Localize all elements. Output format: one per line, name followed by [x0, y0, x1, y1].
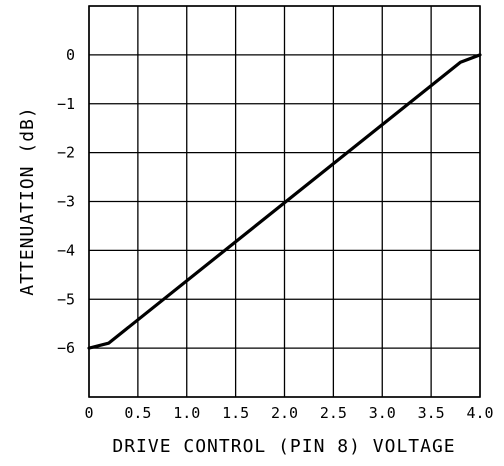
x-tick-label: 1.0 — [173, 404, 200, 422]
x-tick-labels: 0 0.5 1.0 1.5 2.0 2.5 3.0 3.5 4.0 — [84, 404, 493, 422]
y-tick-label: 0 — [66, 46, 75, 64]
y-tick-label: −2 — [57, 144, 75, 162]
plot-frame — [88, 5, 481, 398]
y-tick-label: −5 — [57, 290, 75, 308]
series-group — [87, 53, 482, 350]
x-tick-label: 4.0 — [466, 404, 493, 422]
x-axis-title: DRIVE CONTROL (PIN 8) VOLTAGE — [112, 436, 455, 457]
x-tick-label: 2.5 — [320, 404, 347, 422]
y-tick-label: −3 — [57, 193, 75, 211]
x-tick-label: 0 — [84, 404, 93, 422]
x-tick-label: 2.0 — [271, 404, 298, 422]
x-tick-label: 3.0 — [369, 404, 396, 422]
series-line-0 — [87, 53, 482, 350]
y-tick-labels: 0 −1 −2 −3 −4 −5 −6 — [57, 46, 75, 357]
y-axis-title: ATTENUATION (dB) — [17, 106, 38, 295]
x-tick-label: 0.5 — [124, 404, 151, 422]
y-tick-label: −4 — [57, 241, 75, 259]
y-tick-label: −1 — [57, 95, 75, 113]
y-tick-label: −6 — [57, 339, 75, 357]
x-tick-label: 3.5 — [418, 404, 445, 422]
x-tick-label: 1.5 — [222, 404, 249, 422]
